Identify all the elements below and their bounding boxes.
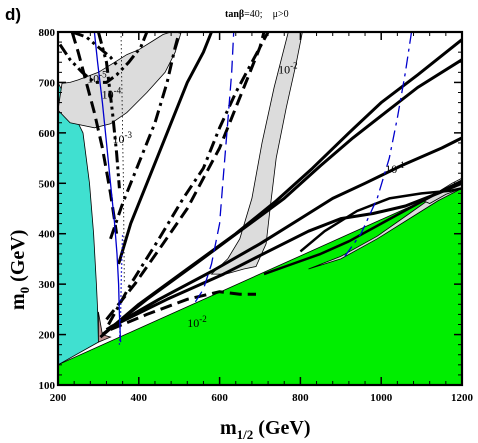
y-axis-main: m [7, 293, 29, 310]
region-gray-top [58, 32, 182, 129]
y-tick-label: 100 [39, 380, 56, 392]
curve-labels: 10-510-4 10-3 10-2 10-1 10-2 [87, 60, 405, 330]
x-tick-label: 200 [50, 392, 67, 404]
line-solid-thick-7 [117, 32, 213, 265]
y-tick-label: 500 [39, 178, 56, 190]
line-dashdotdot-1 [58, 32, 149, 84]
parameter-text: tanβ=40; μ>0 [225, 9, 289, 20]
x-tick-label: 800 [292, 392, 309, 404]
y-axis-unit: (GeV) [7, 230, 29, 287]
region-gray-mid [210, 32, 303, 275]
plot-frame [56, 30, 464, 387]
curve-label: 10-5 [87, 69, 107, 85]
line-dashdot-1 [107, 32, 270, 326]
y-tick-label: 400 [39, 229, 56, 241]
y-tick-label: 800 [39, 27, 56, 39]
x-axis-unit: (GeV) [253, 417, 310, 439]
y-axis-sub: 0 [17, 287, 32, 294]
line-solid-thick-2 [101, 58, 462, 336]
tanb-symbol: tanβ [225, 9, 244, 20]
y-tick-label: 700 [39, 77, 56, 89]
y-tick-label: 600 [39, 128, 56, 140]
y-tick-label: 300 [39, 279, 56, 291]
x-tick-label: 1000 [370, 392, 393, 404]
x-axis-main: m [220, 417, 237, 439]
line-dash-1 [105, 32, 266, 321]
x-tick-label: 1200 [451, 392, 474, 404]
line-solid-thick-3 [105, 136, 462, 331]
line-dashdot-2 [109, 32, 181, 240]
curve-label: 10-2 [278, 60, 298, 76]
line-solid-thick-6 [299, 187, 462, 253]
axis-ticks: 200 400 600 800 1000 120010020030040050060070… [39, 27, 474, 404]
x-tick-label: 400 [131, 392, 148, 404]
region-cyan [58, 82, 99, 366]
mu-sign: μ>0 [273, 9, 289, 20]
plot-border [56, 30, 464, 387]
x-axis-sub: 1/2 [237, 427, 254, 442]
x-axis-title: m1/2 (GeV) [220, 417, 311, 442]
tanb-value: =40; [244, 9, 263, 20]
line-solid-thick-4 [109, 181, 462, 329]
contour-lines [58, 32, 462, 345]
x-tick-label: 600 [211, 392, 228, 404]
curve-label: 10-3 [113, 130, 133, 146]
line-blue-solid [93, 32, 122, 343]
panel-label: d) [5, 5, 21, 24]
y-axis-title: m0 (GeV) [7, 230, 32, 310]
line-dash-2 [109, 290, 256, 331]
curve-label: 10-4 [102, 86, 122, 102]
curve-label: 10-1 [385, 160, 405, 176]
y-tick-label: 200 [39, 330, 56, 342]
curve-label: 10-2 [187, 314, 207, 330]
line-dashdotdot-2 [71, 32, 120, 69]
region-gray-low [308, 177, 462, 270]
line-dash-3 [70, 32, 119, 234]
line-blue-dashdot [344, 32, 413, 257]
line-blue-dashed [194, 32, 235, 303]
line-solid-thick-5 [263, 179, 462, 276]
